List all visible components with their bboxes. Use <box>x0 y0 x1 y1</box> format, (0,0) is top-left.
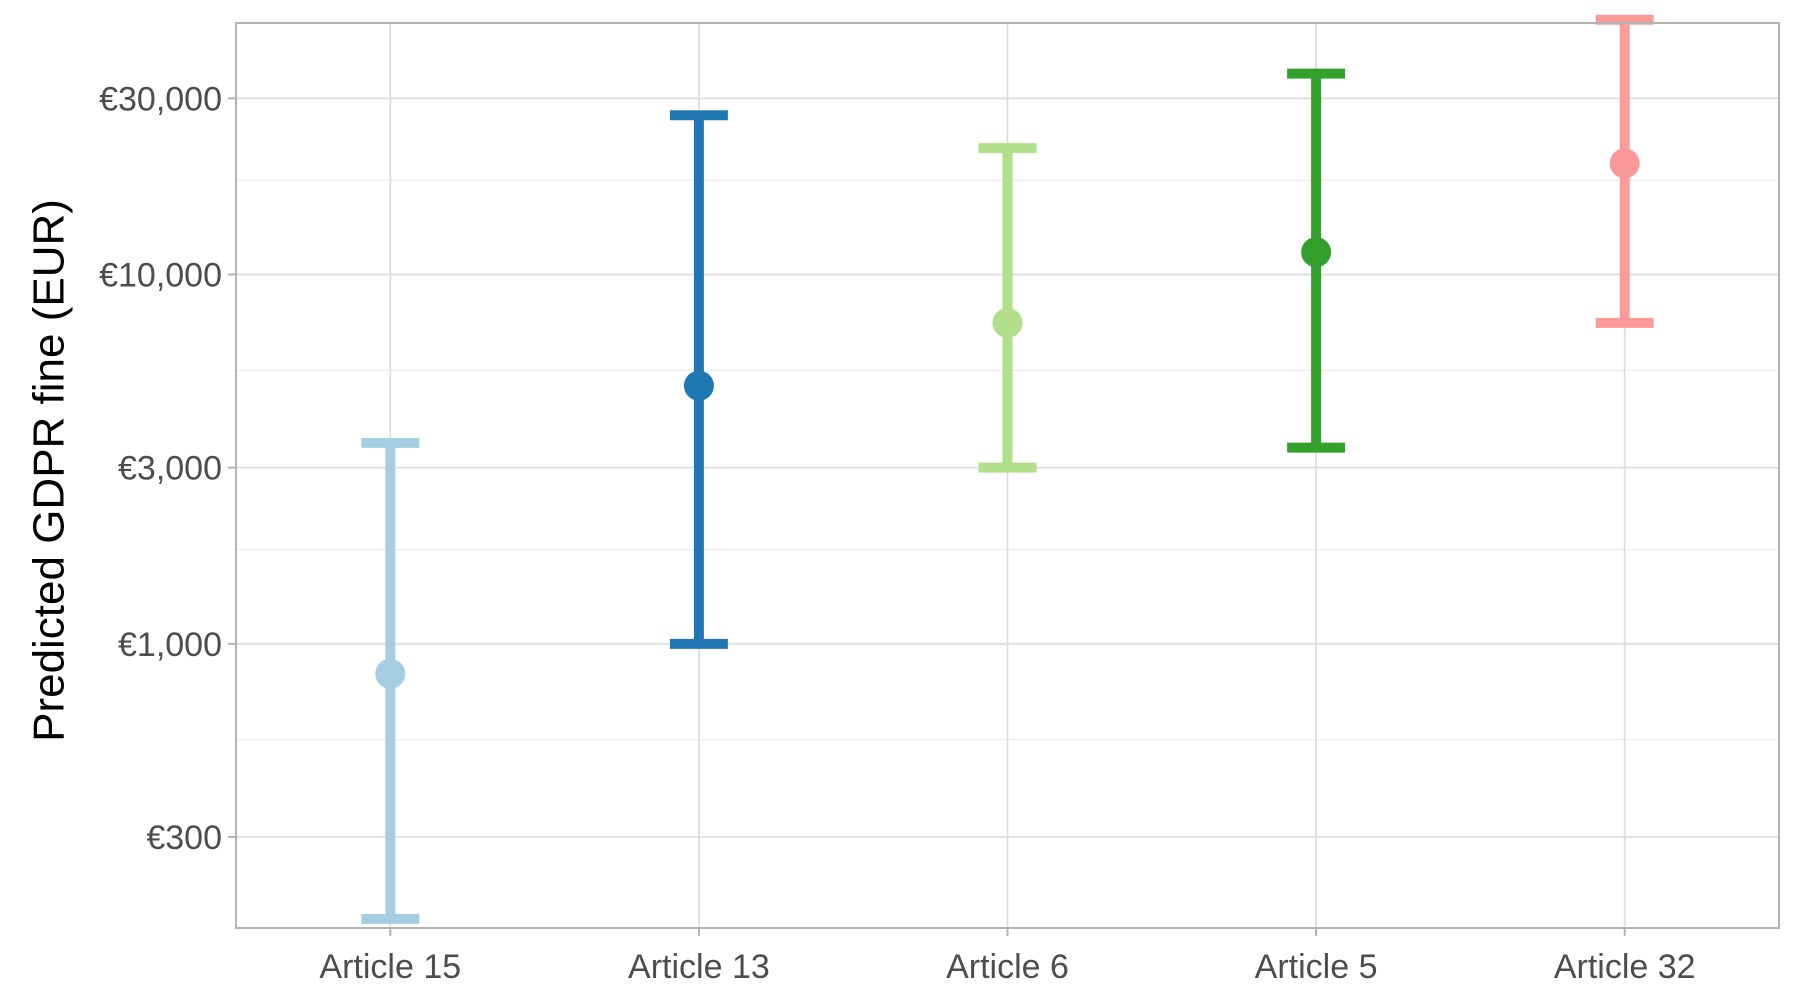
errorbar-group <box>978 143 1037 473</box>
x-axis-ticks: Article 15 Article 13 Article 6 Article 5 Ar… <box>319 928 1696 986</box>
mark-layer <box>361 14 1654 924</box>
y-tick-label: €1,000 <box>118 626 222 664</box>
estimate-point <box>1609 148 1640 179</box>
y-tick-label: €300 <box>146 819 222 857</box>
estimate-point <box>1301 237 1332 268</box>
y-axis-ticks: €300 €1,000 €3,000 €10,000 €30,000 <box>99 80 236 857</box>
estimate-point <box>375 658 406 689</box>
y-tick-label: €3,000 <box>118 450 222 488</box>
y-tick-label: €10,000 <box>99 257 222 295</box>
x-tick-label: Article 5 <box>1255 948 1378 986</box>
x-tick-label: Article 32 <box>1554 948 1696 986</box>
x-tick-label: Article 15 <box>319 948 461 986</box>
errorbar-group <box>361 437 420 924</box>
y-tick-label: €30,000 <box>99 80 222 118</box>
errorbar-group <box>669 110 728 649</box>
x-tick-label: Article 6 <box>946 948 1069 986</box>
estimate-point <box>683 370 714 401</box>
errorbar-group <box>1287 68 1346 453</box>
y-axis-title: Predicted GDPR fine (EUR) <box>25 199 74 742</box>
estimate-point <box>992 307 1023 338</box>
x-tick-label: Article 13 <box>628 948 770 986</box>
errorbar-group <box>1595 14 1654 328</box>
